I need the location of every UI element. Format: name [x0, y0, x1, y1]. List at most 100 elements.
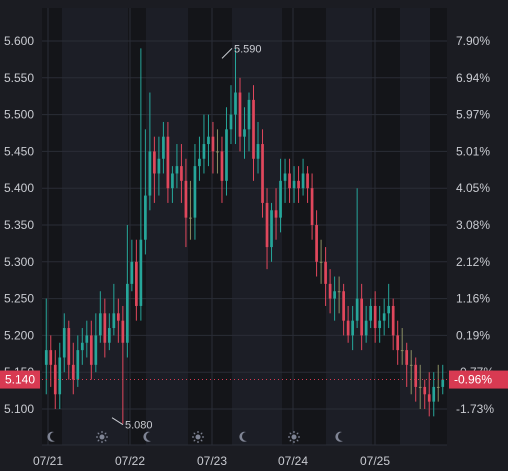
candle-40[interactable]	[225, 107, 228, 196]
candle-63[interactable]	[328, 269, 332, 314]
candle-81[interactable]	[409, 350, 413, 395]
candle-38[interactable]	[216, 129, 219, 174]
candle-43[interactable]	[238, 77, 242, 152]
candle-12[interactable]	[98, 291, 102, 343]
candle-28[interactable]	[171, 166, 174, 203]
candle-35[interactable]	[202, 114, 206, 174]
candle-47[interactable]	[256, 121, 260, 174]
candle-71[interactable]	[364, 305, 368, 343]
candle-61[interactable]	[319, 239, 323, 284]
candle-1[interactable]	[49, 335, 53, 387]
candle-30[interactable]	[180, 144, 183, 203]
candle-69[interactable]	[355, 188, 359, 329]
candle-27[interactable]	[166, 121, 170, 203]
candle-84[interactable]	[423, 379, 427, 409]
candle-62[interactable]	[324, 247, 327, 306]
sun-ray	[289, 432, 292, 435]
candle-6[interactable]	[71, 342, 75, 395]
candle-16[interactable]	[116, 298, 120, 343]
candle-10[interactable]	[89, 320, 93, 380]
candle-72[interactable]	[369, 298, 373, 329]
candle-48[interactable]	[261, 129, 264, 218]
candle-8[interactable]	[80, 328, 84, 365]
candle-41[interactable]	[229, 85, 233, 145]
candle-50[interactable]	[270, 202, 273, 262]
candle-14[interactable]	[107, 313, 111, 351]
candle-44[interactable]	[243, 107, 246, 159]
candle-52[interactable]	[279, 158, 282, 233]
candle-11[interactable]	[94, 313, 98, 373]
candle-37[interactable]	[211, 121, 215, 174]
candle-56[interactable]	[297, 166, 300, 203]
candle-58[interactable]	[306, 166, 309, 203]
candle-15[interactable]	[112, 283, 116, 336]
candle-76[interactable]	[387, 283, 391, 329]
candle-24[interactable]	[153, 136, 156, 203]
candle-39[interactable]	[220, 136, 224, 203]
candle-68[interactable]	[351, 305, 354, 351]
candle-2[interactable]	[53, 350, 57, 409]
candle-34[interactable]	[198, 136, 201, 181]
candle-53[interactable]	[283, 158, 287, 203]
candle-body	[184, 180, 188, 218]
candle-83[interactable]	[418, 364, 422, 409]
candle-86[interactable]	[432, 372, 436, 417]
candle-49[interactable]	[265, 188, 269, 270]
sun-ray	[104, 432, 107, 435]
candle-45[interactable]	[247, 92, 251, 152]
candle-25[interactable]	[157, 136, 161, 196]
candle-82[interactable]	[414, 357, 418, 402]
candle-23[interactable]	[148, 92, 152, 211]
candle-5[interactable]	[67, 320, 71, 380]
candle-42[interactable]	[234, 48, 237, 145]
candle-body	[288, 173, 291, 189]
candle-4[interactable]	[62, 313, 66, 373]
candle-77[interactable]	[391, 298, 395, 351]
candle-59[interactable]	[310, 173, 314, 240]
candle-70[interactable]	[360, 283, 363, 351]
candle-17[interactable]	[121, 305, 125, 424]
candle-body	[166, 136, 170, 189]
candle-31[interactable]	[184, 158, 188, 248]
candle-13[interactable]	[103, 298, 107, 358]
candle-0[interactable]	[44, 298, 48, 395]
candle-54[interactable]	[288, 158, 291, 203]
candle-26[interactable]	[162, 121, 165, 174]
candle-46[interactable]	[252, 85, 255, 181]
candle-60[interactable]	[315, 210, 318, 277]
candle-51[interactable]	[274, 188, 278, 240]
y-tick-right-7: 1.16%	[456, 292, 490, 306]
candle-body	[283, 173, 287, 181]
candle-73[interactable]	[373, 291, 377, 343]
candle-7[interactable]	[76, 335, 80, 387]
candle-20[interactable]	[135, 239, 138, 321]
sun-ray	[104, 439, 107, 442]
candle-body	[432, 386, 436, 402]
candle-22[interactable]	[144, 129, 147, 255]
candle-64[interactable]	[333, 276, 336, 321]
candle-32[interactable]	[189, 180, 192, 240]
candle-36[interactable]	[207, 114, 210, 167]
candle-67[interactable]	[346, 305, 350, 343]
candle-55[interactable]	[292, 166, 296, 203]
candle-body	[135, 261, 138, 306]
candle-18[interactable]	[126, 225, 129, 358]
candles[interactable]	[44, 48, 445, 424]
candle-29[interactable]	[175, 144, 179, 189]
candle-85[interactable]	[427, 372, 431, 417]
candle-79[interactable]	[400, 328, 404, 365]
candle-65[interactable]	[337, 276, 341, 314]
candle-19[interactable]	[130, 239, 134, 292]
candle-75[interactable]	[382, 298, 386, 336]
candle-33[interactable]	[193, 144, 197, 240]
candle-74[interactable]	[378, 305, 382, 343]
candle-3[interactable]	[58, 342, 62, 409]
candle-87[interactable]	[436, 364, 440, 402]
candle-57[interactable]	[301, 158, 305, 196]
candle-66[interactable]	[342, 283, 345, 336]
candle-9[interactable]	[85, 320, 89, 358]
candle-21[interactable]	[139, 48, 143, 321]
candle-78[interactable]	[396, 320, 400, 365]
